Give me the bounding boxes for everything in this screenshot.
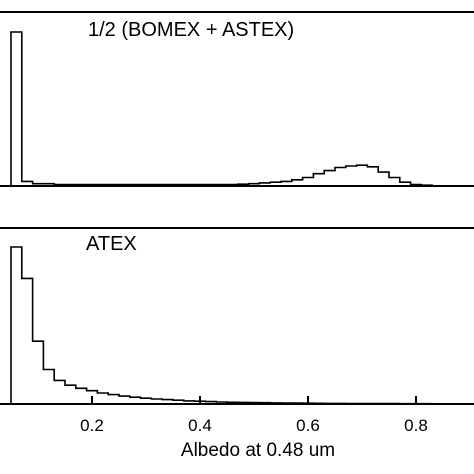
top-histogram — [10, 31, 443, 187]
top-panel-label: 1/2 (BOMEX + ASTEX) — [88, 19, 294, 41]
x-tick-label: 0.6 — [296, 416, 320, 435]
bottom-histogram — [10, 246, 444, 405]
x-tick-label: 0.2 — [80, 416, 104, 435]
top-panel-frame — [0, 11, 474, 187]
bottom-panel: ATEX 0.2 0.4 0.6 0.8 Albedo at 0.48 um — [0, 227, 474, 461]
x-axis-title: Albedo at 0.48 um — [181, 440, 335, 461]
x-axis-ticks: 0.2 0.4 0.6 0.8 — [80, 396, 428, 435]
top-panel: 1/2 (BOMEX + ASTEX) — [0, 11, 474, 187]
bottom-panel-label: ATEX — [86, 233, 137, 255]
bottom-panel-frame — [0, 227, 474, 405]
x-tick-label: 0.8 — [404, 416, 428, 435]
x-tick-label: 0.4 — [188, 416, 212, 435]
